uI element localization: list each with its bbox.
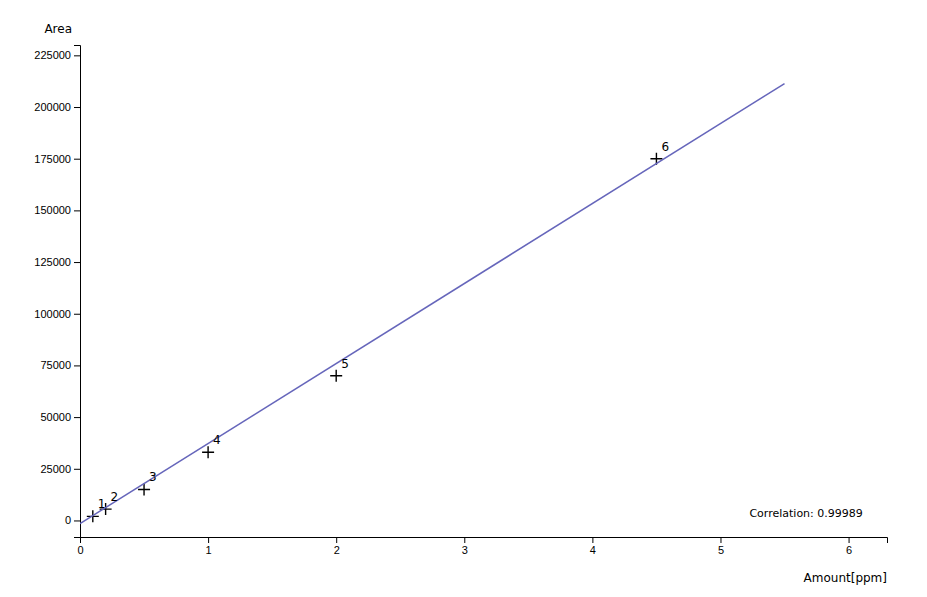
point-label: 2 — [111, 490, 119, 504]
tick: 0 — [77, 537, 83, 556]
y-axis-label: Area — [44, 22, 72, 36]
tick-mark — [74, 314, 80, 315]
tick-mark — [720, 537, 721, 543]
tick-mark — [74, 520, 80, 521]
tick-mark — [849, 537, 850, 543]
tick-mark — [74, 55, 80, 56]
tick-label: 0 — [65, 514, 71, 526]
point-label: 3 — [149, 470, 157, 484]
tick: 5 — [718, 537, 724, 556]
tick: 150000 — [34, 204, 80, 216]
tick-label: 125000 — [34, 256, 71, 268]
tick-mark — [74, 365, 80, 366]
tick-label: 50000 — [40, 411, 71, 423]
tick-label: 0 — [77, 544, 83, 556]
axis-line — [81, 538, 888, 544]
tick-mark — [74, 469, 80, 470]
tick-mark — [208, 537, 209, 543]
tick: 4 — [590, 537, 596, 556]
chart: 0123456025000500007500010000012500015000… — [0, 0, 927, 597]
tick: 0 — [65, 514, 80, 526]
tick-label: 5 — [718, 544, 724, 556]
y-axis: 0 25000 50000 75000 100000 125000 150000 175000… — [34, 46, 80, 538]
tick-label: 225000 — [34, 49, 71, 61]
axis-line — [74, 46, 81, 538]
tick-label: 150000 — [34, 204, 71, 216]
tick-mark — [74, 210, 80, 211]
tick: 225000 — [34, 49, 80, 61]
tick-label: 75000 — [40, 359, 71, 371]
tick: 50000 — [40, 411, 80, 423]
labels: 12 3 4 5 6 — [98, 140, 669, 512]
tick: 75000 — [40, 359, 80, 371]
tick-mark — [74, 417, 80, 418]
point — [202, 446, 214, 458]
point-label: 4 — [213, 433, 221, 447]
tick-mark — [74, 159, 80, 160]
tick: 200000 — [34, 101, 80, 113]
tick: 2 — [334, 537, 340, 556]
tick-mark — [592, 537, 593, 543]
x-axis-label: Amount[ppm] — [804, 571, 887, 585]
point — [330, 370, 342, 382]
tick-label: 1 — [206, 544, 212, 556]
point-label: 6 — [661, 140, 669, 154]
tick: 3 — [462, 537, 468, 556]
tick-label: 2 — [334, 544, 340, 556]
tick-label: 4 — [590, 544, 596, 556]
tick: 125000 — [34, 256, 80, 268]
tick: 1 — [206, 537, 212, 556]
tick-label: 6 — [846, 544, 852, 556]
x-axis: 0 1 2 3 4 5 6 — [77, 537, 887, 556]
marks — [80, 84, 785, 524]
tick-mark — [336, 537, 337, 543]
point-label: 5 — [341, 357, 349, 371]
tick-label: 25000 — [40, 463, 71, 475]
tick: 175000 — [34, 153, 80, 165]
plot: 0123456025000500007500010000012500015000… — [34, 46, 887, 556]
tick-label: 200000 — [34, 101, 71, 113]
regression-line — [80, 84, 785, 524]
tick-mark — [74, 107, 80, 108]
tick-label: 100000 — [34, 308, 71, 320]
tick: 25000 — [40, 463, 80, 475]
tick-mark — [74, 262, 80, 263]
annotation: Correlation: 0.99989 — [749, 507, 862, 520]
tick-label: 3 — [462, 544, 468, 556]
point-label: 1 — [98, 497, 106, 511]
point — [138, 483, 150, 495]
tick: 100000 — [34, 308, 80, 320]
tick-label: 175000 — [34, 153, 71, 165]
tick: 6 — [846, 537, 852, 556]
tick-mark — [464, 537, 465, 543]
